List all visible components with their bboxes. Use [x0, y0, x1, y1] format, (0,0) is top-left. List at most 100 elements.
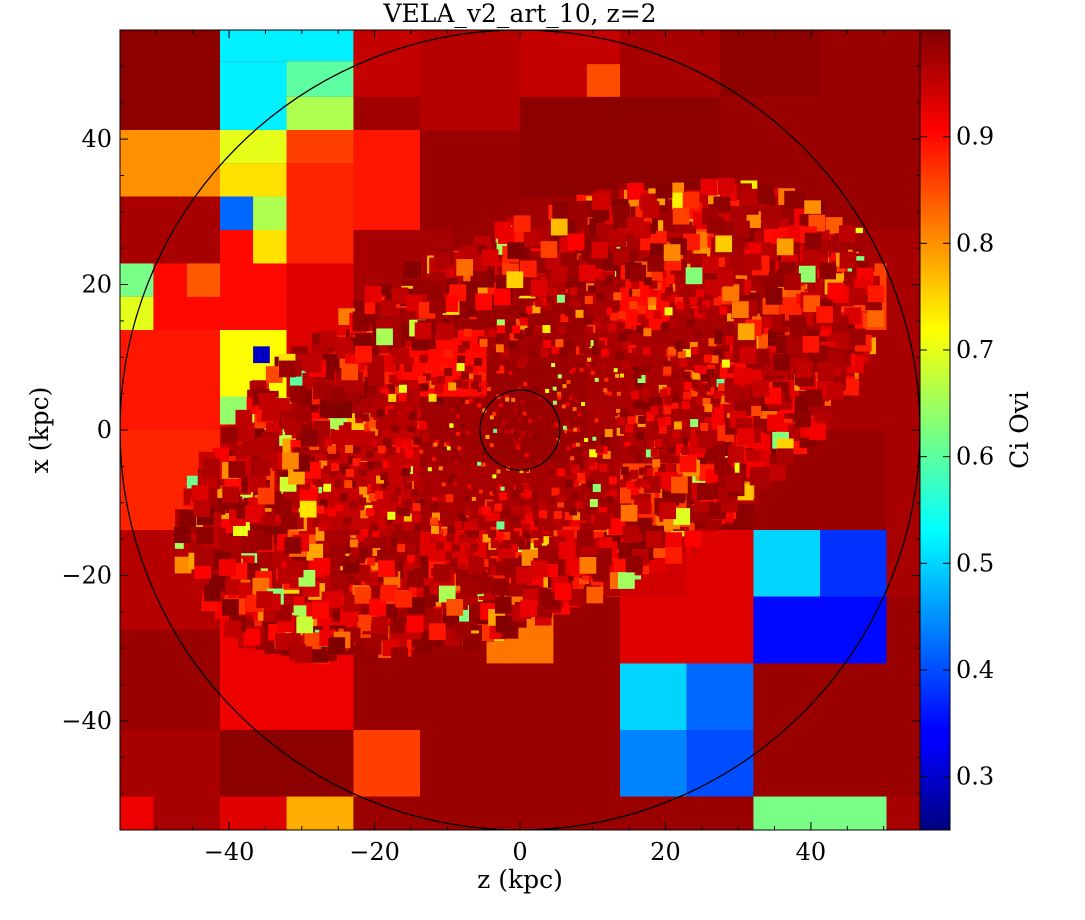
- heatmap-speckle-cell: [367, 557, 376, 566]
- heatmap-speckle-cell: [375, 490, 384, 499]
- heatmap-speckle-cell: [583, 364, 588, 369]
- heatmap-speckle-cell: [304, 355, 322, 373]
- heatmap-speckle-cell: [554, 583, 572, 600]
- heatmap-speckle-cell: [339, 493, 348, 502]
- heatmap-speckle-cell: [596, 292, 605, 301]
- heatmap-speckle-cell: [500, 486, 505, 491]
- heatmap-speckle-cell: [533, 540, 542, 549]
- heatmap-speckle-cell: [284, 418, 302, 436]
- heatmap-speckle-cell: [313, 382, 330, 400]
- heatmap-speckle-cell: [405, 449, 414, 458]
- heatmap-speckle-cell: [419, 511, 428, 520]
- heatmap-speckle-cell: [622, 341, 631, 350]
- heatmap-speckle-cell: [385, 451, 394, 460]
- heatmap-speckle-cell: [752, 380, 770, 397]
- heatmap-speckle-cell: [304, 632, 322, 649]
- colorbar-label: Ci Ovi: [1005, 391, 1034, 469]
- heatmap-speckle-cell: [319, 460, 328, 469]
- heatmap-speckle-cell: [481, 249, 499, 266]
- heatmap-speckle-cell: [528, 433, 533, 438]
- heatmap-cell: [220, 796, 287, 830]
- heatmap-cell: [120, 263, 154, 297]
- heatmap-speckle-cell: [398, 433, 407, 442]
- heatmap-speckle-cell: [518, 436, 523, 441]
- heatmap-speckle-cell: [493, 428, 498, 433]
- heatmap-cell: [820, 530, 887, 597]
- heatmap-speckle-cell: [626, 481, 635, 490]
- heatmap-speckle-cell: [550, 390, 555, 395]
- heatmap-speckle-cell: [624, 320, 633, 329]
- axis-ticks: −40 −20 0 20 40 −40 −20 0 20 40: [61, 29, 921, 866]
- heatmap-speckle-cell: [458, 414, 463, 419]
- heatmap-speckle-cell: [495, 481, 500, 486]
- heatmap-speckle-cell: [710, 355, 719, 364]
- heatmap-cell: [820, 30, 920, 130]
- heatmap-cell: [220, 196, 254, 230]
- heatmap-speckle-cell: [571, 472, 580, 481]
- heatmap-speckle-cell: [348, 456, 357, 465]
- heatmap-speckle-cell: [672, 388, 681, 397]
- heatmap-speckle-cell: [589, 449, 598, 458]
- heatmap-speckle-cell: [614, 412, 619, 417]
- heatmap-speckle-cell: [438, 466, 443, 471]
- heatmap-speckle-cell: [702, 383, 711, 392]
- heatmap-speckle-cell: [520, 400, 525, 405]
- heatmap-speckle-cell: [449, 423, 454, 428]
- heatmap-speckle-cell: [576, 435, 581, 440]
- heatmap-speckle-cell: [683, 437, 692, 446]
- heatmap-speckle-cell: [590, 370, 595, 375]
- heatmap-speckle-cell: [737, 323, 755, 341]
- heatmap-speckle-cell: [294, 405, 312, 423]
- heatmap-speckle-cell: [496, 307, 505, 316]
- heatmap-speckle-cell: [702, 293, 711, 302]
- heatmap-speckle-cell: [569, 287, 578, 296]
- heatmap-speckle-cell: [446, 439, 451, 444]
- heatmap-speckle-cell: [613, 248, 630, 266]
- heatmap-cell: [753, 730, 920, 797]
- heatmap-speckle-cell: [446, 566, 455, 575]
- heatmap-speckle-cell: [490, 540, 499, 549]
- heatmap-speckle-cell: [608, 489, 617, 498]
- heatmap-speckle-cell: [482, 506, 491, 515]
- x-tick-label: 0: [512, 838, 527, 866]
- heatmap-speckle-cell: [575, 425, 580, 430]
- heatmap-speckle-cell: [623, 474, 632, 483]
- heatmap-speckle-cell: [602, 491, 611, 500]
- heatmap-speckle-cell: [404, 261, 422, 279]
- heatmap-speckle-cell: [475, 293, 493, 311]
- heatmap-speckle-cell: [424, 608, 442, 626]
- heatmap-speckle-cell: [627, 416, 636, 425]
- heatmap-cell: [420, 730, 620, 797]
- heatmap-speckle-cell: [417, 471, 422, 476]
- heatmap-cell: [586, 64, 620, 97]
- heatmap-speckle-cell: [560, 314, 569, 323]
- heatmap-speckle-cell: [427, 483, 432, 488]
- heatmap-speckle-cell: [458, 534, 467, 543]
- heatmap-speckle-cell: [608, 323, 617, 332]
- heatmap-speckle-cell: [557, 374, 562, 379]
- heatmap-speckle-cell: [387, 484, 396, 493]
- heatmap-speckle-cell: [508, 340, 517, 349]
- heatmap-cell: [353, 30, 420, 97]
- heatmap-speckle-cell: [569, 369, 574, 374]
- heatmap-speckle-cell: [722, 284, 740, 302]
- heatmap-speckle-cell: [516, 386, 521, 391]
- heatmap-speckle-cell: [380, 460, 389, 469]
- heatmap-speckle-cell: [565, 479, 574, 488]
- heatmap-speckle-cell: [553, 511, 562, 520]
- heatmap-speckle-cell: [591, 346, 600, 355]
- heatmap-speckle-cell: [626, 555, 643, 573]
- heatmap-speckle-cell: [678, 410, 687, 419]
- heatmap-speckle-cell: [663, 444, 672, 453]
- heatmap-speckle-cell: [620, 426, 629, 435]
- heatmap-speckle-cell: [614, 460, 623, 469]
- heatmap-speckle-cell: [596, 488, 605, 497]
- heatmap-speckle-cell: [512, 490, 521, 499]
- heatmap-speckle-cell: [403, 513, 412, 522]
- heatmap-speckle-cell: [530, 530, 539, 539]
- heatmap-speckle-cell: [604, 395, 609, 400]
- heatmap-speckle-cell: [474, 357, 483, 366]
- heatmap-speckle-cell: [257, 436, 274, 454]
- heatmap-speckle-cell: [328, 637, 346, 654]
- heatmap-speckle-cell: [612, 203, 630, 221]
